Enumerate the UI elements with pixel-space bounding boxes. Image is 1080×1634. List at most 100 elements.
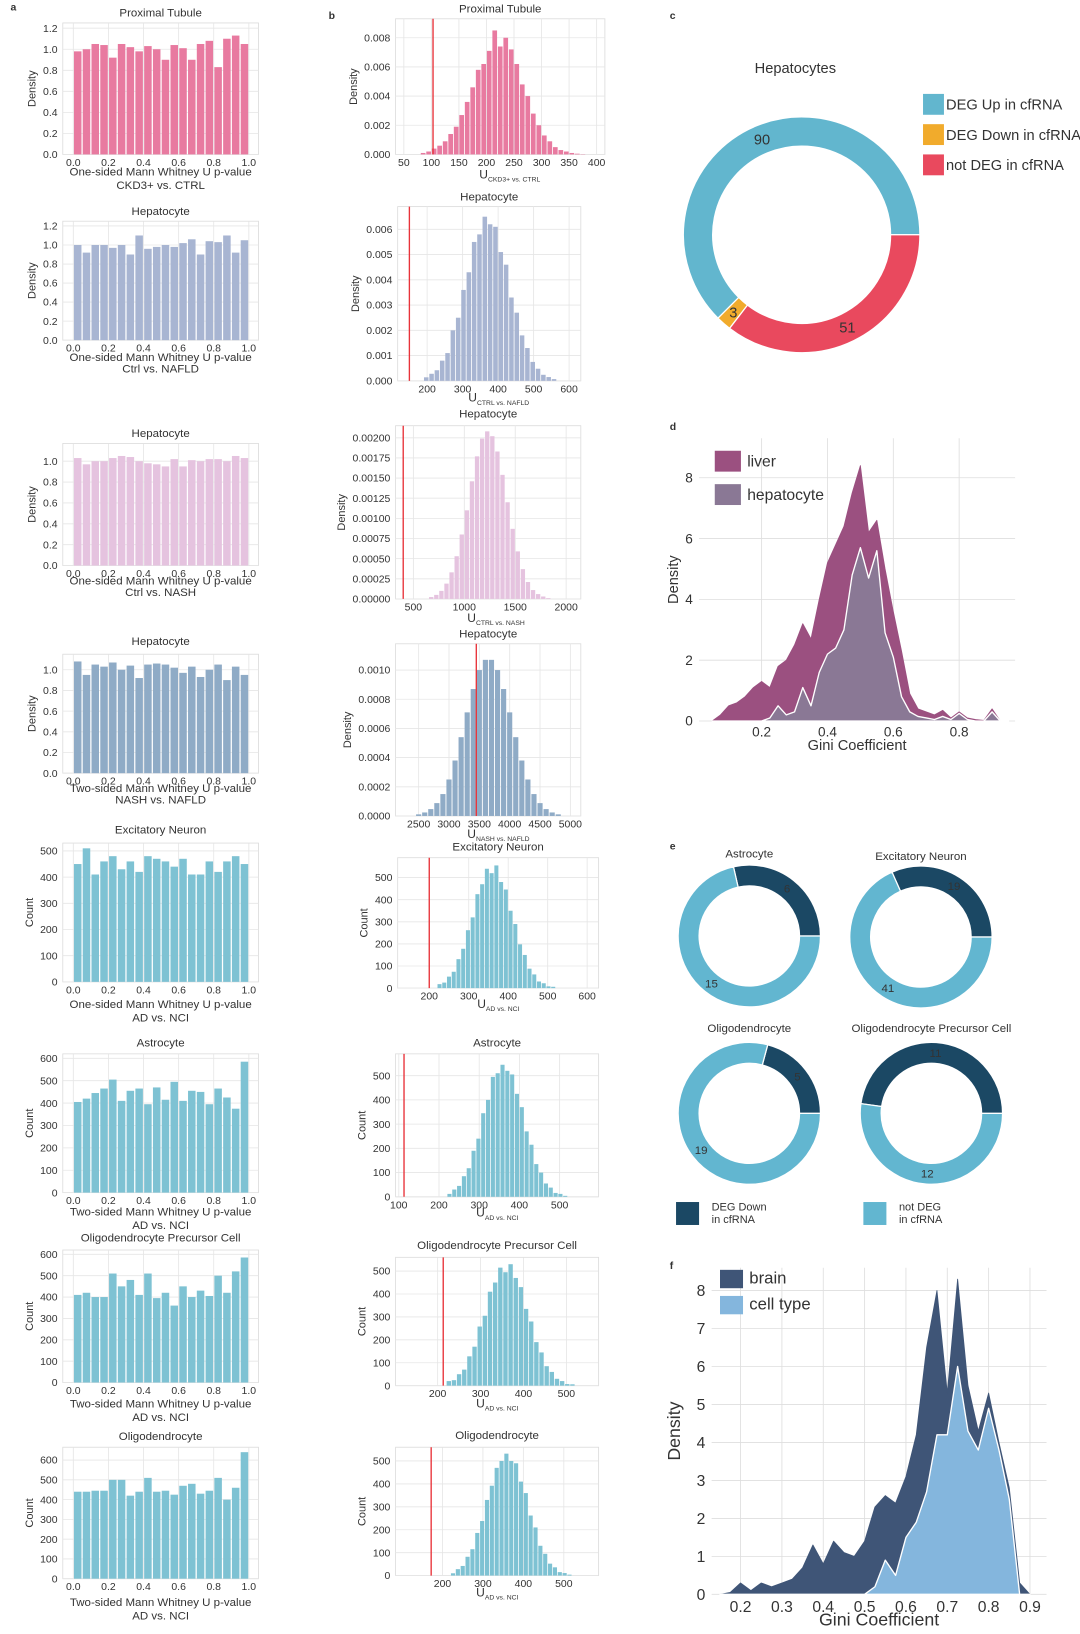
bar [519,1107,524,1197]
bar [161,1099,170,1193]
y-tick-label: 0.00100 [353,514,391,525]
x-tick-label: 0.0 [66,1386,81,1397]
x-tick-label: 0.5 [854,1599,876,1616]
y-tick-label: 0.00125 [353,494,391,505]
bar [503,889,508,989]
bar [126,1090,135,1193]
x-axis-label-sub: AD vs. NCI [485,1406,519,1413]
bar [196,1493,205,1579]
bar [188,239,196,341]
bar [144,248,152,341]
y-tick-label: 1.2 [43,222,58,233]
data-label: 12 [921,1169,934,1181]
chart-title: Excitatory Neuron [875,851,966,863]
y-tick-label: 0 [385,1571,391,1582]
bar [437,145,442,155]
bar [117,1100,126,1193]
density-area [711,547,1010,722]
bar [231,856,240,982]
legend-swatch [720,1269,744,1289]
bar [109,1273,117,1383]
y-tick-label: 500 [40,1476,58,1487]
y-tick-label: 2 [697,1511,706,1528]
bar [117,1479,126,1579]
x-tick-label: 1.0 [242,569,257,580]
bar [91,874,100,982]
bar [518,1287,524,1386]
bar [529,1144,534,1197]
y-tick-label: 5 [697,1397,706,1414]
bar [462,1369,467,1386]
chart-title: Proximal Tubule [119,8,201,20]
x-axis-label-main: U [467,827,476,841]
y-tick-label: 1.0 [43,457,58,468]
y-tick-label: 0.0000 [358,812,390,823]
x-tick-label: 0.6 [171,1196,186,1207]
y-tick-label: 0.004 [366,275,392,286]
x-axis-label-main: U [476,1397,485,1411]
bar [536,981,542,989]
bar [522,954,527,989]
bar [487,224,493,381]
bar [135,235,143,341]
y-tick-label: 0.0006 [358,724,390,735]
bar [91,1297,100,1383]
y-tick-label: 0.004 [364,92,390,103]
data-label: 19 [948,881,961,893]
legend-label: not DEG [899,1201,941,1213]
bar [223,38,231,155]
chart-title: Excitatory Neuron [452,841,543,853]
y-axis-label: Density [666,555,682,604]
bar [543,1183,548,1197]
x-tick-label: 300 [454,384,472,395]
bar [457,1185,462,1197]
y-tick-label: 100 [40,1166,58,1177]
x-tick-label: 500 [558,1389,576,1400]
bar [459,534,464,599]
bar [539,1172,544,1197]
x-tick-label: 500 [551,1200,569,1211]
x-tick-label: 2500 [407,819,430,830]
bar [135,678,143,774]
data-label: 6 [784,884,790,896]
bar [551,379,557,381]
bar [91,461,100,566]
x-tick-label: 500 [555,1579,573,1590]
bar [135,461,143,566]
bar [440,794,446,816]
x-tick-label: 0.2 [101,1386,116,1397]
y-tick-label: 0.8 [43,478,58,489]
bar [548,1563,553,1576]
y-tick-label: 500 [373,1457,391,1468]
bar [520,569,526,599]
bar [73,458,82,566]
x-tick-label: 0.8 [978,1599,1000,1616]
bar [179,48,187,155]
bar [144,463,152,566]
bar [170,45,179,155]
bar [480,884,485,989]
bar [476,1138,481,1197]
bar [547,141,553,155]
bar [196,1091,205,1193]
bar [196,874,205,982]
donut-segment [860,1041,1004,1114]
bar [170,1305,179,1383]
bar [231,1271,240,1383]
x-tick-label: 1000 [453,602,476,613]
x-tick-label: 0.0 [66,569,81,580]
panel-label: a [10,2,16,13]
x-tick-label: 0.4 [812,1599,834,1616]
y-tick-label: 0.0 [43,561,58,572]
bar [161,861,170,982]
y-tick-label: 0.00150 [353,474,391,485]
bar [486,50,492,155]
bar [240,674,249,774]
bar [135,1491,143,1579]
x-axis-label: UAD vs. NCI [476,1397,518,1413]
bar [109,458,117,566]
bar [152,663,161,774]
chart-title: Oligodendrocyte [455,1430,539,1442]
bar [205,861,214,982]
y-tick-label: 500 [375,873,393,884]
